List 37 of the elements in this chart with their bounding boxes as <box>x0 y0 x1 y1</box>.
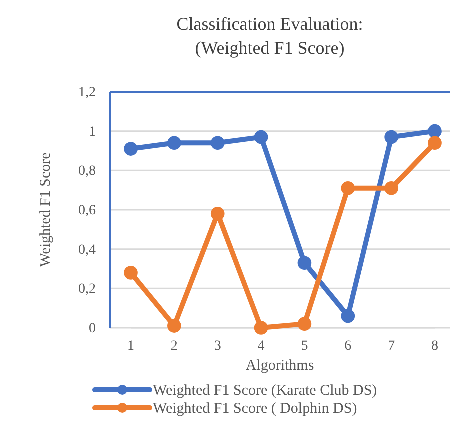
legend-label: Weighted F1 Score (Karate Club DS) <box>153 383 378 399</box>
point <box>384 181 398 196</box>
point <box>254 321 268 335</box>
point <box>298 256 312 270</box>
y-axis-title: Weighted F1 Score <box>38 152 54 268</box>
point <box>341 309 356 324</box>
point <box>254 130 268 144</box>
point <box>341 181 356 196</box>
x-tick-label: 8 <box>432 338 438 354</box>
x-tick-label: 5 <box>301 338 308 354</box>
point <box>210 136 225 150</box>
y-tick-label: 0 <box>89 321 96 336</box>
y-tick-label: 0,4 <box>78 242 96 258</box>
y-tick-label: 0,6 <box>78 203 96 218</box>
point <box>298 317 312 331</box>
chart-subtitle: (Weighted F1 Score) <box>195 38 345 58</box>
point <box>428 124 442 138</box>
point <box>124 142 138 156</box>
y-tick-label: 0,8 <box>78 164 96 180</box>
y-tick-label: 1 <box>89 124 96 140</box>
x-tick-label: 2 <box>170 338 178 354</box>
point <box>168 319 182 333</box>
x-tick-label: 7 <box>388 338 396 354</box>
point <box>168 136 182 150</box>
y-tick-label: 1,2 <box>78 85 96 100</box>
chart-title: Classification Evaluation: <box>176 14 364 34</box>
point <box>384 130 398 144</box>
x-tick-label: 1 <box>128 338 134 354</box>
x-tick-label: 6 <box>344 338 352 354</box>
y-tick-label: 0,2 <box>78 282 96 298</box>
x-tick-label: 4 <box>258 338 265 354</box>
x-tick-label: 3 <box>214 338 222 354</box>
point <box>428 136 442 150</box>
legend-label: Weighted F1 Score ( Dolphin DS) <box>153 401 358 417</box>
point <box>124 266 138 280</box>
point <box>210 207 225 221</box>
x-axis-title: Algorithms <box>246 358 314 374</box>
